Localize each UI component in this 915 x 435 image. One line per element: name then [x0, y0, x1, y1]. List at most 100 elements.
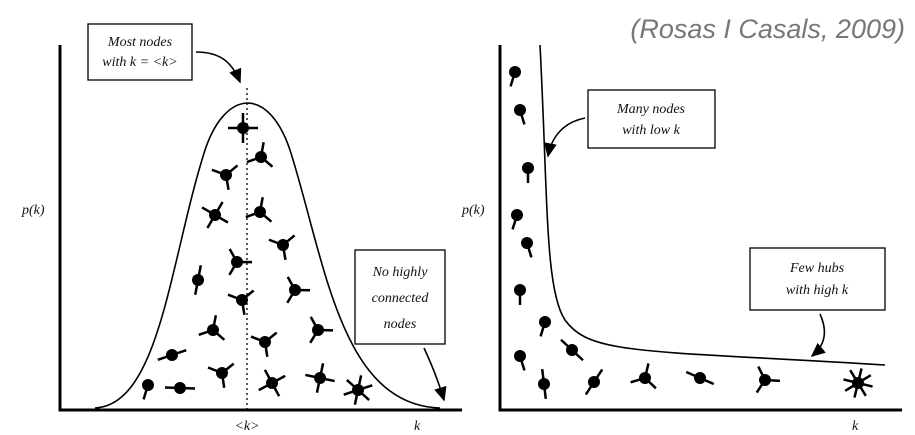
- network-node: [755, 366, 781, 394]
- network-node: [164, 382, 196, 394]
- network-node: [305, 363, 335, 393]
- network-node: [268, 234, 296, 261]
- power-curve: [539, 44, 886, 366]
- power-law-panel: p(k) k Many nodes with low k Few hubs wi…: [461, 44, 902, 434]
- network-node: [192, 265, 204, 295]
- node-dot: [514, 104, 526, 116]
- node-dot: [588, 376, 600, 388]
- network-node: [584, 368, 604, 396]
- node-dot: [277, 239, 289, 251]
- callout-text: Few hubs: [789, 261, 845, 276]
- network-node: [514, 104, 526, 125]
- network-node: [560, 338, 584, 362]
- node-dot: [514, 350, 526, 362]
- axes: [498, 45, 902, 412]
- node-dot: [254, 206, 266, 218]
- node-dot: [521, 237, 533, 249]
- poisson-panel: p(k) k <k> Most nodes with k = <k> No hi…: [21, 23, 462, 434]
- arrow: [423, 347, 447, 402]
- node-dot: [174, 382, 186, 394]
- network-node: [521, 237, 533, 258]
- node-dot: [514, 284, 526, 296]
- network-node: [211, 164, 239, 190]
- y-label: p(k): [21, 203, 45, 218]
- network-node: [246, 142, 274, 168]
- network-node: [227, 289, 255, 316]
- node-dot: [352, 384, 364, 396]
- callout-box: [87, 23, 193, 81]
- node-dot: [216, 367, 228, 379]
- node-dot: [236, 294, 248, 306]
- network-node: [228, 248, 253, 276]
- node-dot: [209, 209, 221, 221]
- network-node: [142, 379, 154, 400]
- callout-box: [749, 247, 886, 311]
- node-dot: [852, 377, 864, 389]
- node-dot: [312, 324, 324, 336]
- y-label: p(k): [461, 203, 485, 218]
- node-dot: [266, 377, 278, 389]
- network-node: [245, 197, 273, 223]
- network-node: [538, 368, 550, 400]
- network-node: [630, 363, 657, 390]
- node-dot: [639, 372, 651, 384]
- callout-text: Many nodes: [616, 102, 686, 117]
- axes: [58, 45, 462, 412]
- network-node: [511, 209, 523, 230]
- network-node: [509, 66, 521, 87]
- node-dot: [237, 122, 249, 134]
- callout-text: with k = <k>: [102, 55, 177, 70]
- network-node: [843, 368, 873, 398]
- network-node: [157, 349, 187, 361]
- node-dot: [255, 151, 267, 163]
- node-dot: [694, 372, 706, 384]
- network-node: [286, 276, 311, 304]
- x-label: k: [414, 419, 421, 434]
- node-dot: [566, 344, 578, 356]
- node-dot: [539, 316, 551, 328]
- callout-text: Most nodes: [107, 35, 173, 50]
- network-node: [514, 284, 526, 305]
- node-dot: [207, 324, 219, 336]
- node-dot: [509, 66, 521, 78]
- callout-text: with high k: [786, 283, 849, 298]
- mean-label: <k>: [234, 419, 259, 434]
- node-dot: [220, 169, 232, 181]
- network-node: [685, 370, 715, 386]
- node-dot: [259, 336, 271, 348]
- arrow: [810, 313, 826, 358]
- network-node: [250, 331, 278, 358]
- node-dot: [759, 374, 771, 386]
- citation: (Rosas I Casals, 2009): [630, 14, 905, 44]
- callout-text: No highly: [372, 265, 429, 280]
- callout-text: connected: [372, 291, 430, 306]
- node-dot: [142, 379, 154, 391]
- arrow: [544, 117, 586, 158]
- network-node: [343, 375, 373, 405]
- node-dot: [522, 162, 534, 174]
- node-dot: [166, 349, 178, 361]
- network-node: [228, 113, 258, 143]
- node-dot: [314, 372, 326, 384]
- network-node: [309, 316, 334, 344]
- bell-curve: [94, 102, 441, 409]
- node-dot: [511, 209, 523, 221]
- callout-text: nodes: [384, 317, 417, 332]
- node-dot: [289, 284, 301, 296]
- network-node: [522, 162, 534, 183]
- network-node: [207, 362, 235, 389]
- x-label: k: [852, 419, 859, 434]
- callout-box: [354, 249, 446, 345]
- arrow: [195, 51, 242, 84]
- network-node: [201, 201, 229, 229]
- callout-box: [587, 89, 716, 149]
- node-dot: [538, 378, 550, 390]
- callout-text: with low k: [622, 123, 680, 138]
- network-node: [198, 315, 226, 341]
- network-node: [539, 316, 551, 337]
- node-dot: [192, 274, 204, 286]
- network-node: [258, 369, 286, 397]
- network-node: [514, 350, 526, 371]
- node-dot: [231, 256, 243, 268]
